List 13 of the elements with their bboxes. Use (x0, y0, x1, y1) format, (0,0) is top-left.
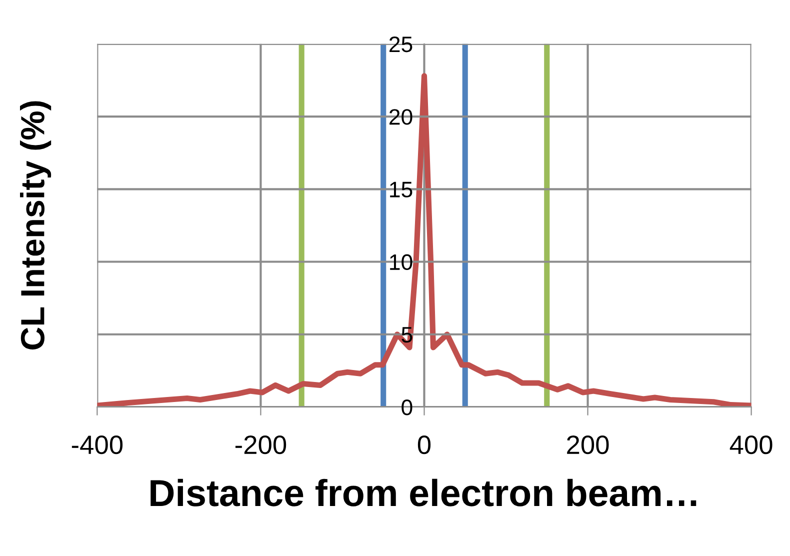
x-tick-label: -200 (235, 435, 286, 454)
x-tick-label: 0 (418, 435, 431, 454)
y-tick-label: 10 (390, 254, 412, 270)
x-tick-label: 400 (730, 435, 772, 454)
y-axis-title: CL Intensity (%) (20, 101, 52, 350)
x-axis-title: Distance from electron beam… (150, 478, 696, 506)
y-tick-label: 25 (390, 36, 412, 52)
y-tick-label: 20 (390, 109, 412, 125)
x-tick-label: 200 (567, 435, 609, 454)
y-tick-label: 15 (390, 182, 412, 198)
y-tick-label: 0 (402, 400, 412, 416)
x-tick-label: -400 (72, 435, 123, 454)
y-tick-label: 5 (402, 327, 412, 343)
